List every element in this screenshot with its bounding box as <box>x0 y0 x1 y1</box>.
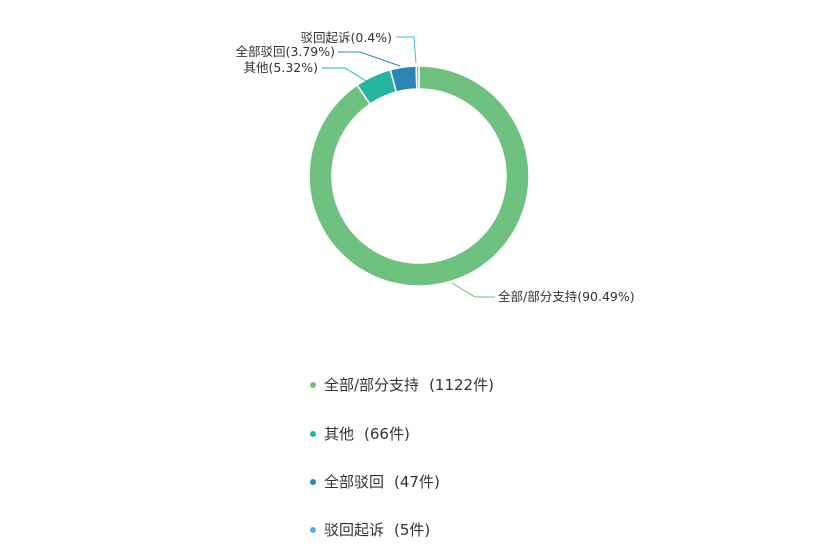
legend-label: 全部/部分支持 <box>324 376 420 394</box>
slice-label: 全部驳回(3.79%) <box>236 44 335 59</box>
label-leader-line <box>451 282 495 298</box>
donut-slice[interactable] <box>415 65 420 90</box>
slice-label: 驳回起诉(0.4%) <box>300 30 392 45</box>
legend-item[interactable]: 其他 (66件) <box>310 423 410 444</box>
slice-label: 其他(5.32%) <box>244 60 318 75</box>
legend-item[interactable]: 全部/部分支持 (1122件) <box>310 374 494 395</box>
legend-item[interactable]: 全部驳回 (47件) <box>310 471 440 492</box>
legend-dot-icon <box>310 478 316 485</box>
legend-dot-icon <box>310 526 316 533</box>
donut-slice[interactable] <box>308 65 530 287</box>
legend-dot-icon <box>310 381 316 388</box>
slice-label: 全部/部分支持(90.49%) <box>498 289 635 304</box>
label-leader-line <box>322 67 369 83</box>
legend-count: (5件) <box>394 521 431 539</box>
legend-count: (47件) <box>394 473 440 491</box>
legend-label: 驳回起诉 <box>324 521 385 539</box>
legend-item[interactable]: 驳回起诉 (5件) <box>310 519 430 540</box>
legend-label: 全部驳回 <box>324 473 385 491</box>
legend-count: (66件) <box>364 425 410 443</box>
legend-label: 其他 <box>324 425 355 443</box>
label-leader-line <box>396 36 417 64</box>
legend-count: (1122件) <box>429 376 494 394</box>
legend-dot-icon <box>310 430 316 437</box>
label-leader-line <box>338 51 401 67</box>
